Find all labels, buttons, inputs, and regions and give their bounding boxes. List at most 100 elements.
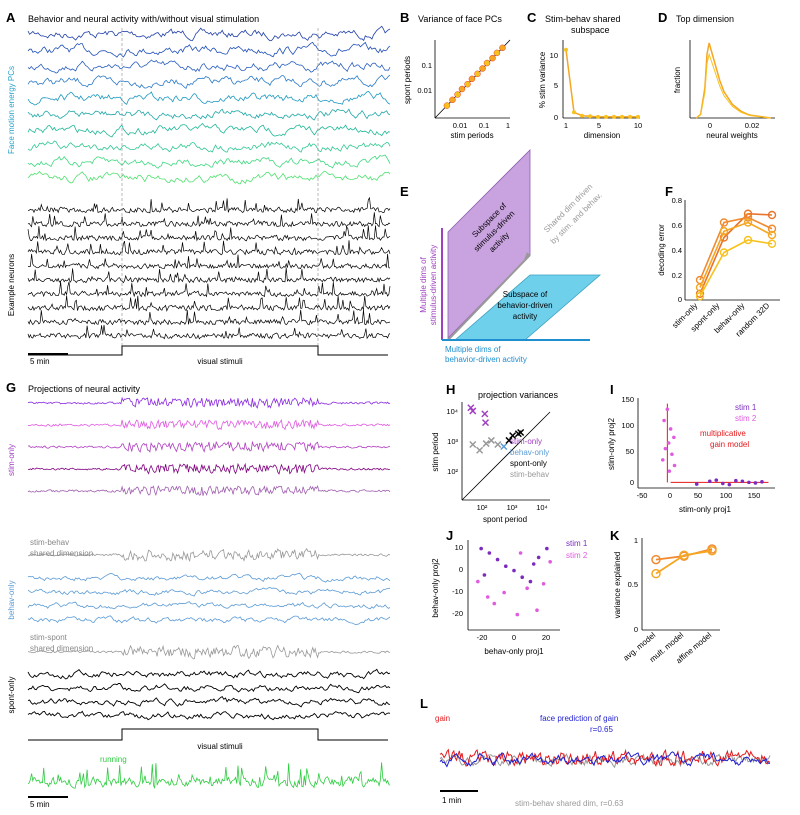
i-point <box>665 407 670 412</box>
c-point <box>604 114 608 119</box>
j-ytick-10: 10 <box>455 543 463 552</box>
g-running-label: running <box>100 755 127 764</box>
j-point <box>512 568 516 573</box>
i-point <box>667 469 672 473</box>
b-point <box>474 70 481 78</box>
h-point-spont-only <box>517 428 525 437</box>
l-gain-label: gain <box>435 714 450 723</box>
f-point <box>767 230 777 240</box>
f-lines <box>695 209 777 301</box>
neuron-trace-2 <box>27 212 391 228</box>
d-ylabel: fraction <box>673 67 682 93</box>
shared-dim-arrowhead <box>524 252 530 260</box>
k-ytick-1: 1 <box>634 536 638 545</box>
l-pred-trace <box>439 751 771 768</box>
f-ylabel: decoding error <box>657 224 666 276</box>
i-point <box>694 482 699 486</box>
j-legend-stim2: stim 2 <box>566 551 588 560</box>
b-ytick-0.01: 0.01 <box>417 86 432 95</box>
j-xtick-20: 20 <box>542 633 550 642</box>
i-point <box>734 478 738 483</box>
c-point <box>564 47 568 52</box>
b-point <box>493 49 501 57</box>
panel-e-letter: E <box>400 184 409 199</box>
c-xtick-10: 10 <box>634 121 642 130</box>
j-point <box>531 562 536 566</box>
b-point <box>454 91 461 98</box>
i-point <box>714 478 719 482</box>
i-point <box>707 479 712 484</box>
j-point <box>525 586 529 590</box>
h-point-spont-only <box>509 432 517 440</box>
neuron-trace-5 <box>27 253 391 270</box>
i-model-label-2: gain model <box>710 440 749 449</box>
face-pc-trace-1 <box>27 25 391 42</box>
j-point <box>518 551 523 555</box>
neuron-trace-7 <box>27 281 391 298</box>
face-pc-trace-3 <box>27 59 391 74</box>
g-stim-only-traces <box>27 396 391 497</box>
h-point-stim-behav <box>494 440 502 449</box>
panel-l: L gain face prediction of gain r=0.65 1 … <box>420 696 771 808</box>
h-point-spont-only <box>505 436 513 444</box>
h-point-stim-behav <box>482 440 490 448</box>
j-ytick-n10: -10 <box>452 587 463 596</box>
panel-i-letter: I <box>610 382 614 397</box>
f-ytick-0.2: 0.2 <box>672 271 682 280</box>
neuron-traces <box>27 196 391 340</box>
h-point-stim-only <box>469 407 477 415</box>
k-point <box>707 546 717 556</box>
g-spont-only-label: spont-only <box>7 677 16 714</box>
g-stim-trace-3 <box>27 440 391 453</box>
panel-e: E Subspace of stimulus-driven activity S… <box>400 149 604 364</box>
c-point <box>636 114 640 119</box>
b-ytick-0.1: 0.1 <box>422 61 432 70</box>
f-point <box>695 289 705 298</box>
l-face-pred-label: face prediction of gain <box>540 714 618 723</box>
j-point <box>487 551 492 555</box>
neuron-trace-1 <box>27 196 391 214</box>
h-point-stim-only <box>481 410 489 418</box>
shared-dim-arrow <box>447 254 531 341</box>
j-point <box>536 555 541 560</box>
g-shared2-trace <box>27 644 391 660</box>
g-behav-only-label: behav-only <box>7 580 16 619</box>
b-point <box>489 54 496 62</box>
g-stim-behav-trace <box>27 547 391 563</box>
b-ylabel: spont periods <box>403 56 412 104</box>
c-point <box>572 110 576 115</box>
j-point <box>495 557 500 562</box>
c-xtick-1: 1 <box>564 121 568 130</box>
panel-d: D Top dimension 0 0.02 fraction neural w… <box>658 10 775 140</box>
neuron-trace-9 <box>27 309 391 326</box>
f-series-m3 <box>699 221 773 288</box>
panel-b-letter: B <box>400 10 409 25</box>
f-ytick-0.8: 0.8 <box>672 196 682 205</box>
j-point <box>520 575 525 579</box>
panel-l-letter: L <box>420 696 428 711</box>
j-xtick-n20: -20 <box>477 633 488 642</box>
neuron-trace-6 <box>27 267 391 284</box>
j-point <box>485 595 490 599</box>
j-point <box>482 573 487 577</box>
g-behav-trace-1 <box>27 572 391 583</box>
face-pc-trace-8 <box>27 140 391 153</box>
k-series-m2 <box>655 549 713 575</box>
d-series-line-2 <box>696 52 771 119</box>
g-stim-only-label: stim-only <box>7 444 16 476</box>
g-running-trace <box>27 762 391 790</box>
b-points <box>443 44 506 109</box>
g-scalebar-label: 5 min <box>30 800 50 809</box>
panel-b: B Variance of face PCs 0.1 0.01 0.01 0.1… <box>400 10 511 140</box>
k-point <box>679 550 689 560</box>
b-xtick-0.01: 0.01 <box>453 121 468 130</box>
c-point <box>580 113 584 118</box>
h-points <box>467 404 525 454</box>
f-point <box>719 218 729 227</box>
i-xtick-0: 0 <box>668 491 672 500</box>
stim-timing-bar <box>28 345 388 356</box>
j-point <box>502 590 506 595</box>
panel-g-letter: G <box>6 380 16 395</box>
panel-h: H projection variances 10⁴ 10³ 10² 10² 1… <box>431 382 559 524</box>
